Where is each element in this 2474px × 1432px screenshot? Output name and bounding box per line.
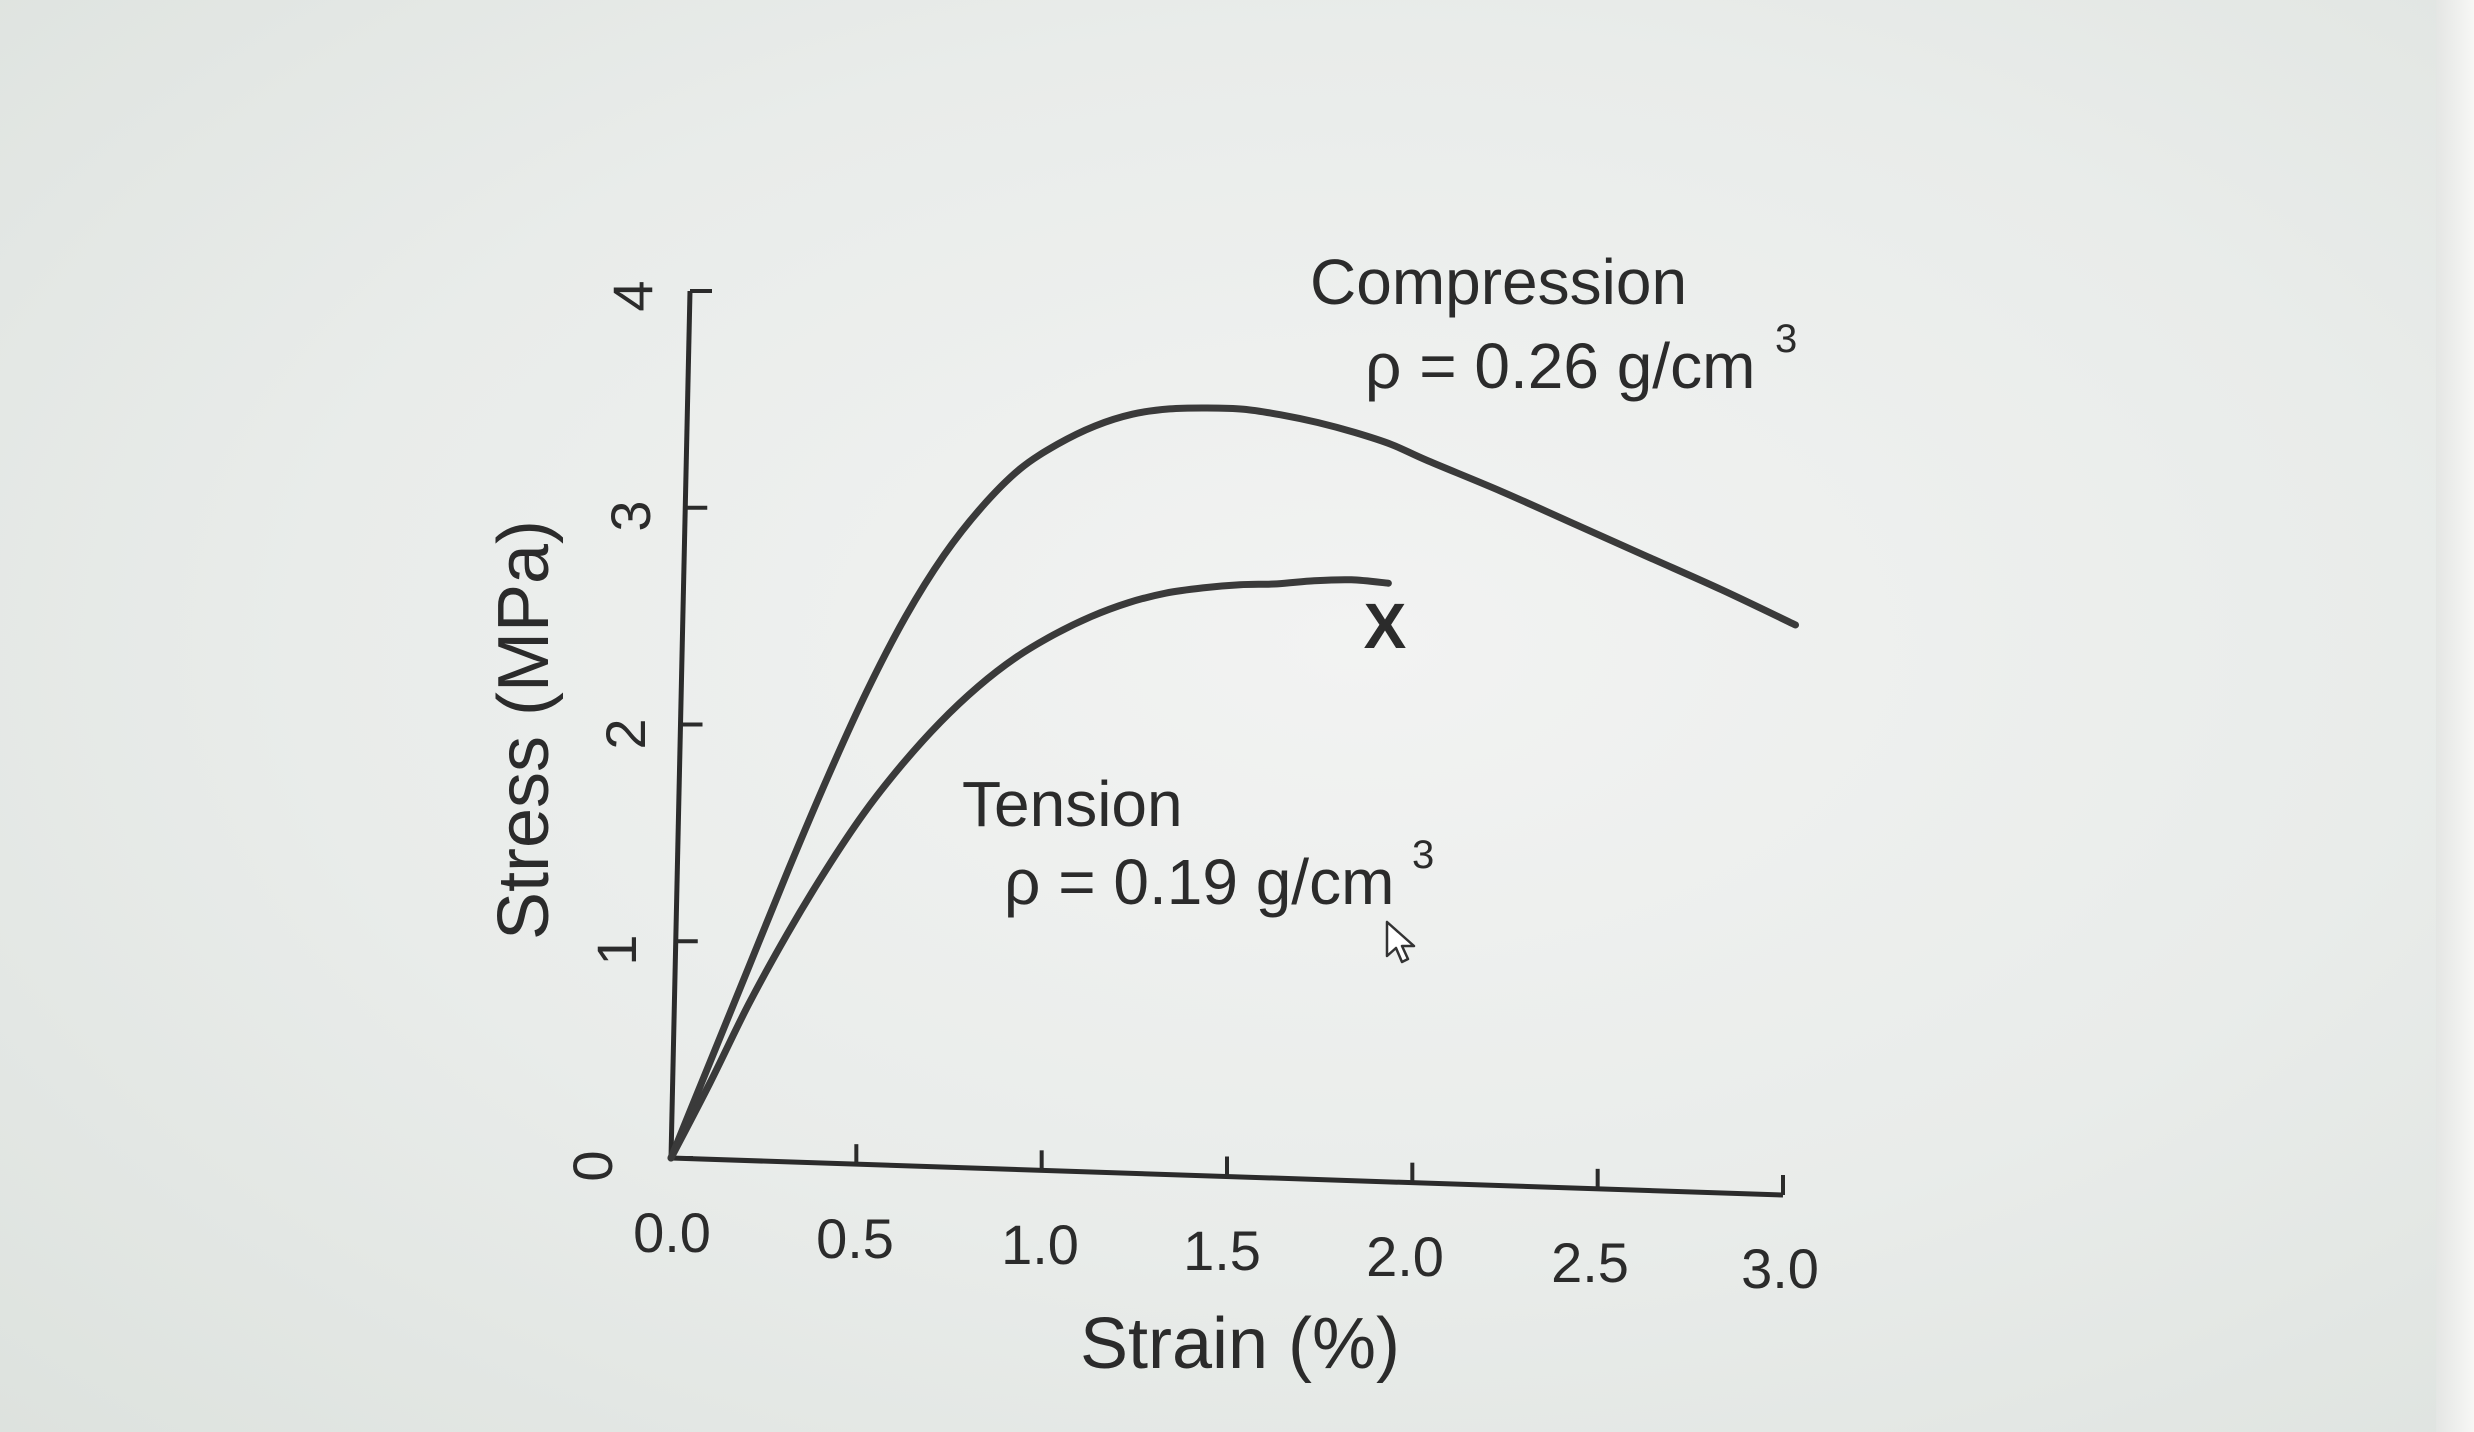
y-tick-labels: 0 1 2 3 4	[561, 280, 664, 1181]
y-axis-title: Stress (MPa)	[484, 520, 564, 940]
y-tick-label-4: 4	[601, 280, 664, 311]
x-tick-label-4: 2.0	[1366, 1225, 1444, 1288]
x-tick-label-6: 3.0	[1741, 1237, 1819, 1300]
x-axis-title: Strain (%)	[1080, 1304, 1400, 1384]
tension-label: Tension	[962, 768, 1183, 840]
y-tick-label-2: 2	[594, 718, 657, 749]
series-line-compression	[667, 404, 1799, 1162]
tension-density-label: ρ = 0.19 g/cm	[1004, 846, 1394, 918]
x-tick-label-1: 0.5	[816, 1207, 894, 1270]
series-line-tension	[667, 576, 1392, 1162]
x-tick-label-0: 0.0	[633, 1201, 711, 1264]
mouse-pointer-icon	[1385, 920, 1416, 964]
compression-density-exponent: 3	[1775, 317, 1797, 361]
compression-density-label: ρ = 0.26 g/cm	[1365, 330, 1755, 402]
tension-density-exponent: 3	[1412, 833, 1434, 877]
x-tick-label-5: 2.5	[1551, 1231, 1629, 1294]
y-tick-label-1: 1	[585, 934, 648, 965]
compression-label: Compression	[1310, 246, 1687, 318]
y-tick-label-0: 0	[561, 1150, 624, 1181]
screen-edge	[2436, 0, 2474, 1432]
failure-marker: X	[1364, 590, 1407, 662]
x-tick-label-2: 1.0	[1001, 1213, 1079, 1276]
series-group	[667, 404, 1799, 1162]
x-tick-labels: 0.0 0.5 1.0 1.5 2.0 2.5 3.0	[633, 1201, 1819, 1300]
x-tick-label-3: 1.5	[1183, 1219, 1261, 1282]
y-tick-label-3: 3	[599, 500, 662, 531]
tick-marks	[669, 289, 1785, 1195]
